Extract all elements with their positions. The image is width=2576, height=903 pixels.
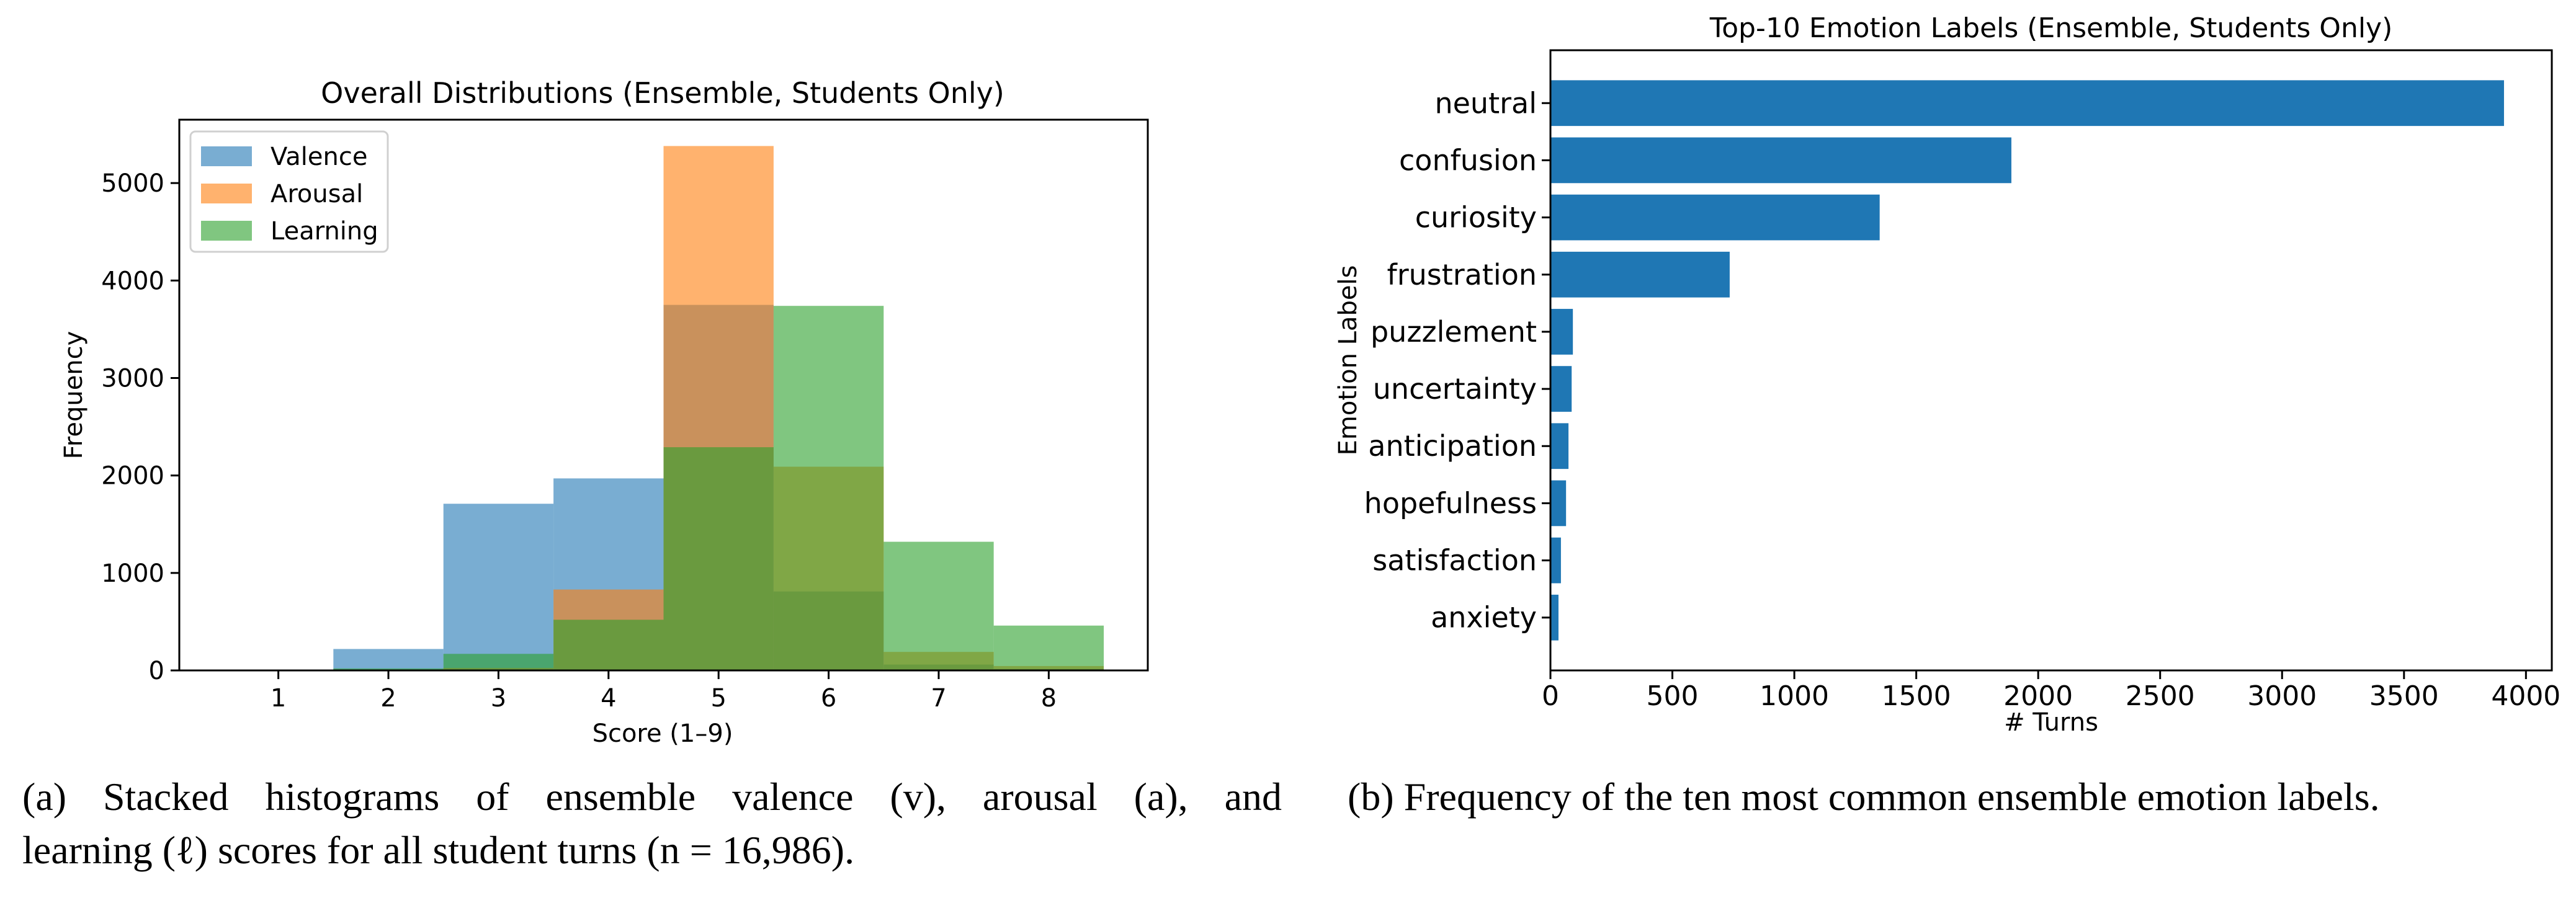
bar-hopefulness (1550, 480, 1567, 527)
x-tick-label: 7 (931, 684, 946, 713)
legend-swatch-learning (201, 221, 252, 241)
y-tick-label: 4000 (101, 267, 164, 295)
bar-frustration (1550, 251, 1730, 298)
bar-chart-y-axis-label: Emotion Labels (1334, 265, 1362, 456)
x-tick-label: 500 (1647, 680, 1699, 712)
x-tick-label: 3 (491, 684, 506, 713)
bar-chart-y-ticks: neutral confusion curiosity frustration puzz… (1364, 86, 1550, 634)
bar-puzzlement (1550, 309, 1573, 355)
bar-confusion (1550, 137, 2011, 184)
histogram-y-ticks: 0 1000 2000 3000 4000 5000 (101, 169, 179, 685)
x-tick-label: 4 (601, 684, 616, 713)
emotion-bars (1550, 80, 2504, 641)
hist-bar-learning-bin-3 (443, 654, 554, 670)
x-tick-label: 3500 (2369, 680, 2439, 712)
legend-label-valence: Valence (271, 143, 367, 171)
x-tick-label: 0 (1542, 680, 1559, 712)
histogram-legend: Valence Arousal Learning (189, 130, 389, 253)
category-label-uncertainty: uncertainty (1373, 372, 1537, 406)
histogram-x-ticks: 1 2 3 4 5 6 7 8 (271, 670, 1057, 713)
histogram-y-axis-label: Frequency (60, 331, 88, 460)
category-label-satisfaction: satisfaction (1372, 544, 1537, 577)
category-label-curiosity: curiosity (1415, 201, 1537, 234)
bar-chart-title: Top-10 Emotion Labels (Ensemble, Student… (1709, 12, 2393, 44)
caption-a-line1: (a) Stacked histograms of ensemble valen… (22, 775, 1282, 819)
y-tick-label: 0 (149, 657, 164, 685)
legend-label-learning: Learning (271, 217, 378, 246)
hist-bar-learning-bin-7 (883, 541, 994, 670)
bar-curiosity (1550, 194, 1880, 241)
histogram-chart: Overall Distributions (Ensemble, Student… (60, 76, 1149, 748)
category-label-hopefulness: hopefulness (1364, 486, 1537, 520)
category-label-confusion: confusion (1399, 143, 1537, 177)
x-tick-label: 1000 (1760, 680, 1829, 712)
x-tick-label: 2 (380, 684, 396, 713)
hist-bar-learning-bin-2 (333, 668, 444, 670)
caption-a: (a) Stacked histograms of ensemble valen… (22, 770, 1282, 877)
category-label-anticipation: anticipation (1368, 429, 1537, 463)
category-label-neutral: neutral (1434, 86, 1537, 120)
hist-bar-valence-bin-2 (333, 649, 444, 670)
bar-uncertainty (1550, 366, 1572, 412)
bar-anticipation (1550, 423, 1569, 469)
x-tick-label: 1500 (1882, 680, 1951, 712)
hist-bar-learning-bin-6 (773, 306, 884, 670)
category-label-frustration: frustration (1387, 258, 1537, 291)
hist-bar-learning-bin-8 (993, 625, 1104, 670)
y-tick-label: 2000 (101, 462, 164, 491)
bar-chart-plot-frame (1549, 49, 2553, 672)
hist-bar-learning-bin-5 (663, 447, 774, 670)
y-tick-label: 5000 (101, 169, 164, 198)
x-tick-label: 1 (271, 684, 286, 713)
bar-chart-x-ticks: 0 500 1000 1500 2000 2500 3000 3500 4000 (1542, 670, 2560, 712)
legend-swatch-valence (201, 146, 252, 166)
histogram-x-axis-label: Score (1–9) (593, 719, 733, 748)
histogram-plot-frame (178, 118, 1149, 672)
x-tick-label: 2000 (2003, 680, 2073, 712)
category-label-anxiety: anxiety (1431, 601, 1537, 634)
category-label-puzzlement: puzzlement (1371, 315, 1537, 349)
legend-label-arousal: Arousal (271, 180, 363, 208)
y-tick-label: 1000 (101, 559, 164, 588)
bar-anxiety (1550, 594, 1559, 641)
histogram-title: Overall Distributions (Ensemble, Student… (321, 76, 1004, 110)
y-tick-label: 3000 (101, 364, 164, 393)
bar-neutral (1550, 80, 2504, 127)
legend-swatch-arousal (201, 184, 252, 203)
caption-b: (b) Frequency of the ten most common ens… (1348, 775, 2380, 819)
histogram-bars (333, 146, 1104, 670)
hist-bar-learning-bin-4 (553, 620, 664, 670)
x-tick-label: 3000 (2247, 680, 2317, 712)
emotion-bar-chart: Top-10 Emotion Labels (Ensemble, Student… (1334, 12, 2560, 737)
x-tick-label: 2500 (2126, 680, 2195, 712)
caption-a-line2: learning (ℓ) scores for all student turn… (22, 828, 855, 872)
bar-satisfaction (1550, 537, 1561, 584)
x-tick-label: 8 (1041, 684, 1057, 713)
bar-chart-x-axis-label: # Turns (2004, 708, 2098, 737)
x-tick-label: 6 (821, 684, 836, 713)
x-tick-label: 5 (710, 684, 726, 713)
hist-bar-valence-bin-3 (443, 504, 554, 670)
x-tick-label: 4000 (2491, 680, 2560, 712)
